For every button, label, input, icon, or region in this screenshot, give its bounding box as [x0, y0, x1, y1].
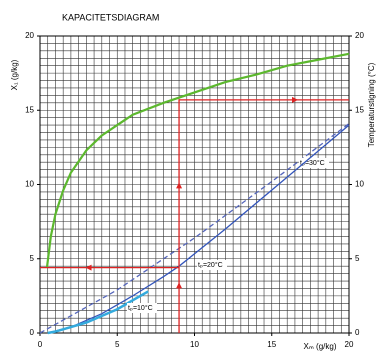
- x-tick-label: 10: [190, 340, 199, 349]
- y2-tick-label: 20: [355, 31, 364, 40]
- chart-title: KAPACITETSDIAGRAM: [62, 12, 159, 22]
- x-tick-label: 0: [38, 340, 43, 349]
- y2-tick-label: 10: [355, 180, 364, 189]
- arrowhead: [176, 282, 183, 289]
- label-bg: [299, 158, 329, 168]
- y2-tick-label: 5: [355, 254, 360, 263]
- x-tick-label: 15: [267, 340, 276, 349]
- line-label: tₚ=10°C: [128, 304, 153, 312]
- y-tick-label: 10: [25, 180, 34, 189]
- label-bg: [197, 260, 227, 270]
- label-bg: [127, 303, 157, 313]
- line: [47, 124, 350, 334]
- y-tick-label: 5: [30, 254, 35, 263]
- plot-border: [39, 35, 350, 334]
- y2-tick-label: 15: [355, 105, 364, 114]
- y-tick-label: 0: [30, 328, 35, 337]
- arrowhead: [292, 96, 299, 103]
- x-axis-label: Xₘ (g/kg): [304, 342, 337, 351]
- y-tick-label: 15: [25, 105, 34, 114]
- arrowhead: [85, 264, 92, 271]
- y-axis-label: X₁ (g/kg): [10, 59, 19, 90]
- line-label: tₚ=30°C: [300, 159, 325, 167]
- line: [45, 52, 350, 268]
- x-tick-label: 5: [115, 340, 120, 349]
- y2-tick-label: 0: [355, 328, 360, 337]
- arrowhead: [176, 182, 183, 189]
- line: [39, 123, 350, 334]
- line-label: tₚ=20°C: [198, 261, 223, 269]
- y2-axis-label: Temperaturstigning (°C): [367, 62, 376, 147]
- y-tick-label: 20: [25, 31, 34, 40]
- x-tick-label: 20: [345, 340, 354, 349]
